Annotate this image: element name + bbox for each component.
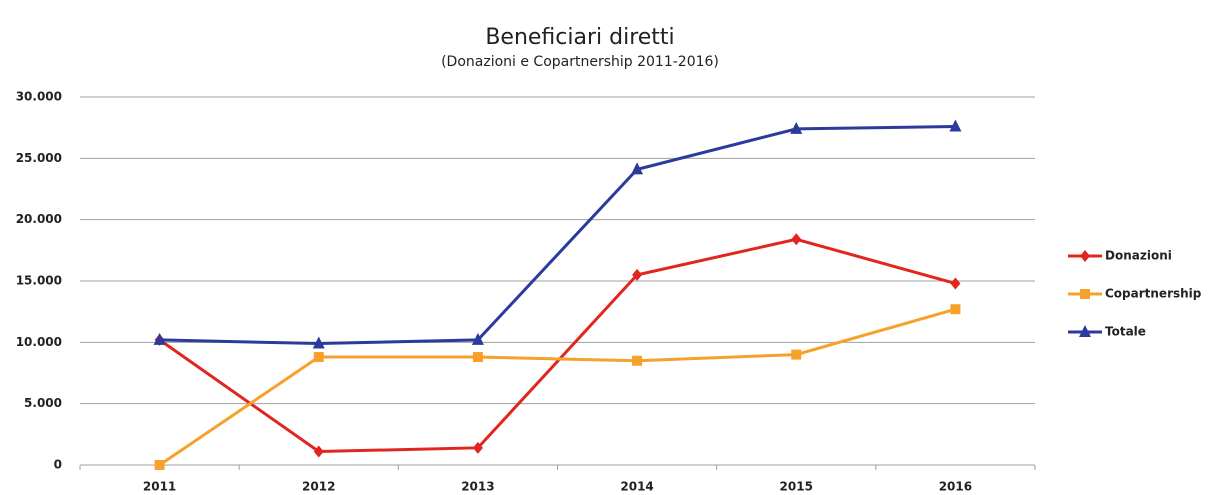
legend-label: Totale [1105,325,1146,339]
y-tick-label: 0 [54,458,62,472]
legend-marker [1080,289,1090,299]
x-tick-label: 2014 [620,480,653,494]
y-tick-label: 10.000 [16,335,62,349]
series-line [159,124,956,346]
chart-title: Beneficiari diretti [485,25,674,50]
marker [632,268,643,281]
y-tick-label: 5.000 [24,396,62,410]
marker [790,121,803,134]
legend-label: Copartnership [1105,287,1202,301]
series-line [158,307,956,467]
legend-label: Donazioni [1105,249,1172,263]
x-tick-label: 2011 [143,480,176,494]
legend-marker [1080,250,1090,262]
marker [153,332,166,345]
marker [471,332,484,345]
x-tick-label: 2015 [780,480,813,494]
series-line [158,237,956,454]
marker [950,277,961,290]
chart-subtitle: (Donazioni e Copartnership 2011-2016) [441,54,719,70]
marker [154,460,165,470]
marker [950,304,961,315]
marker [631,162,644,175]
marker [791,349,802,360]
y-tick-label: 30.000 [16,90,62,104]
y-tick-label: 20.000 [16,212,62,226]
x-tick-label: 2012 [302,480,335,494]
x-tick-label: 2016 [939,480,972,494]
marker [313,352,324,363]
legend-marker [1079,325,1091,337]
x-tick-label: 2013 [461,480,494,494]
marker [472,441,483,454]
marker [472,352,483,363]
marker [313,445,324,458]
marker [949,119,962,132]
marker [312,336,325,349]
marker [791,233,802,246]
y-tick-label: 15.000 [16,274,62,288]
marker [632,355,643,366]
y-tick-label: 25.000 [16,151,62,165]
